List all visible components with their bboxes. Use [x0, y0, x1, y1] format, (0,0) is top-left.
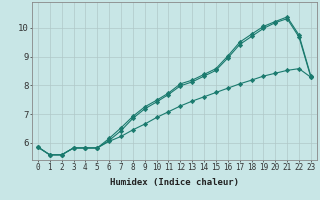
X-axis label: Humidex (Indice chaleur): Humidex (Indice chaleur) [110, 178, 239, 187]
